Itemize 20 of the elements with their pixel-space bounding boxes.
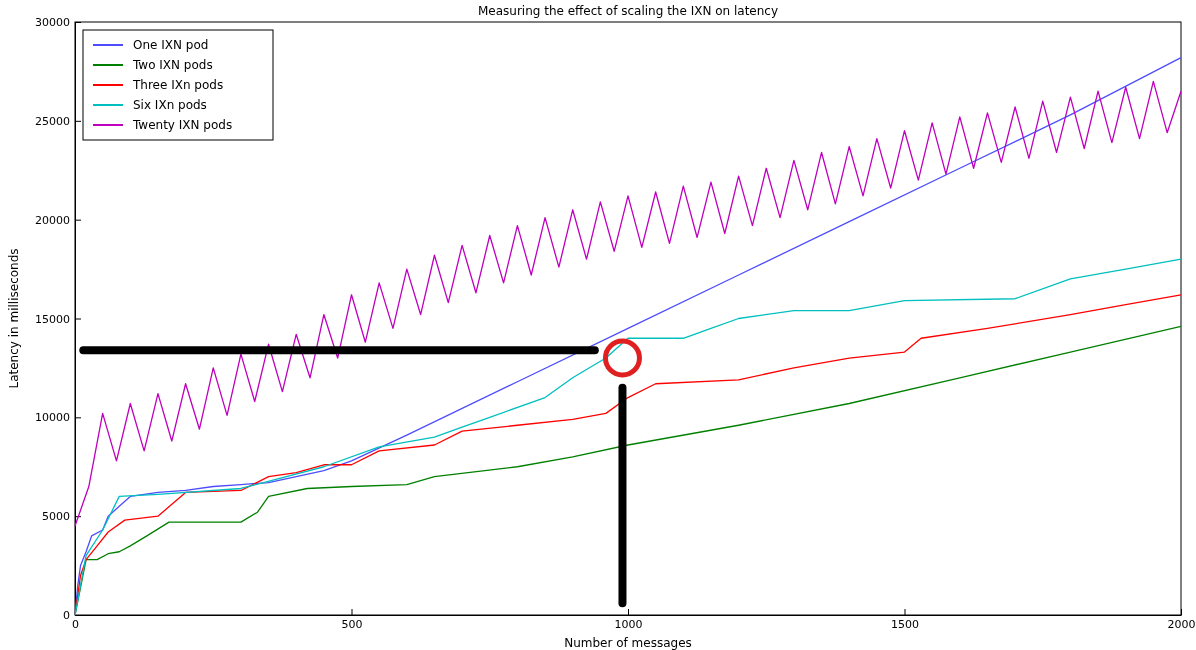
legend-label: One IXN pod [133,38,209,52]
x-axis-title: Number of messages [564,636,692,650]
x-tick-label: 1500 [891,617,919,631]
legend-label: Twenty IXN pods [132,118,233,132]
y-tick-label: 30000 [35,16,70,30]
legend-label: Six IXn pods [133,98,207,112]
legend-label: Two IXN pods [132,58,213,72]
y-tick-label: 25000 [35,114,70,128]
y-tick-label: 20000 [35,213,70,227]
legend-label: Three IXn pods [132,78,224,92]
chart-title: Measuring the effect of scaling the IXN on latency [477,4,779,18]
x-tick-label: 2000 [1167,617,1196,631]
line-series [74,80,1182,527]
y-tick-label: 10000 [35,411,70,425]
x-tick-label: 500 [341,617,363,631]
y-tick-label: 5000 [42,510,70,524]
x-tick-label: 1000 [614,617,643,631]
y-tick-label: 15000 [35,312,70,326]
x-tick-label: 0 [72,617,79,631]
y-axis-title: Latency in milliseconds [7,248,21,389]
